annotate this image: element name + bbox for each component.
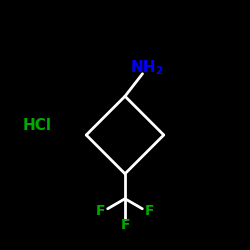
Text: 2: 2 [155,66,162,76]
Text: F: F [96,204,105,218]
Text: NH: NH [131,60,156,75]
Text: F: F [145,204,154,218]
Text: HCl: HCl [22,118,52,132]
Text: F: F [120,218,130,232]
